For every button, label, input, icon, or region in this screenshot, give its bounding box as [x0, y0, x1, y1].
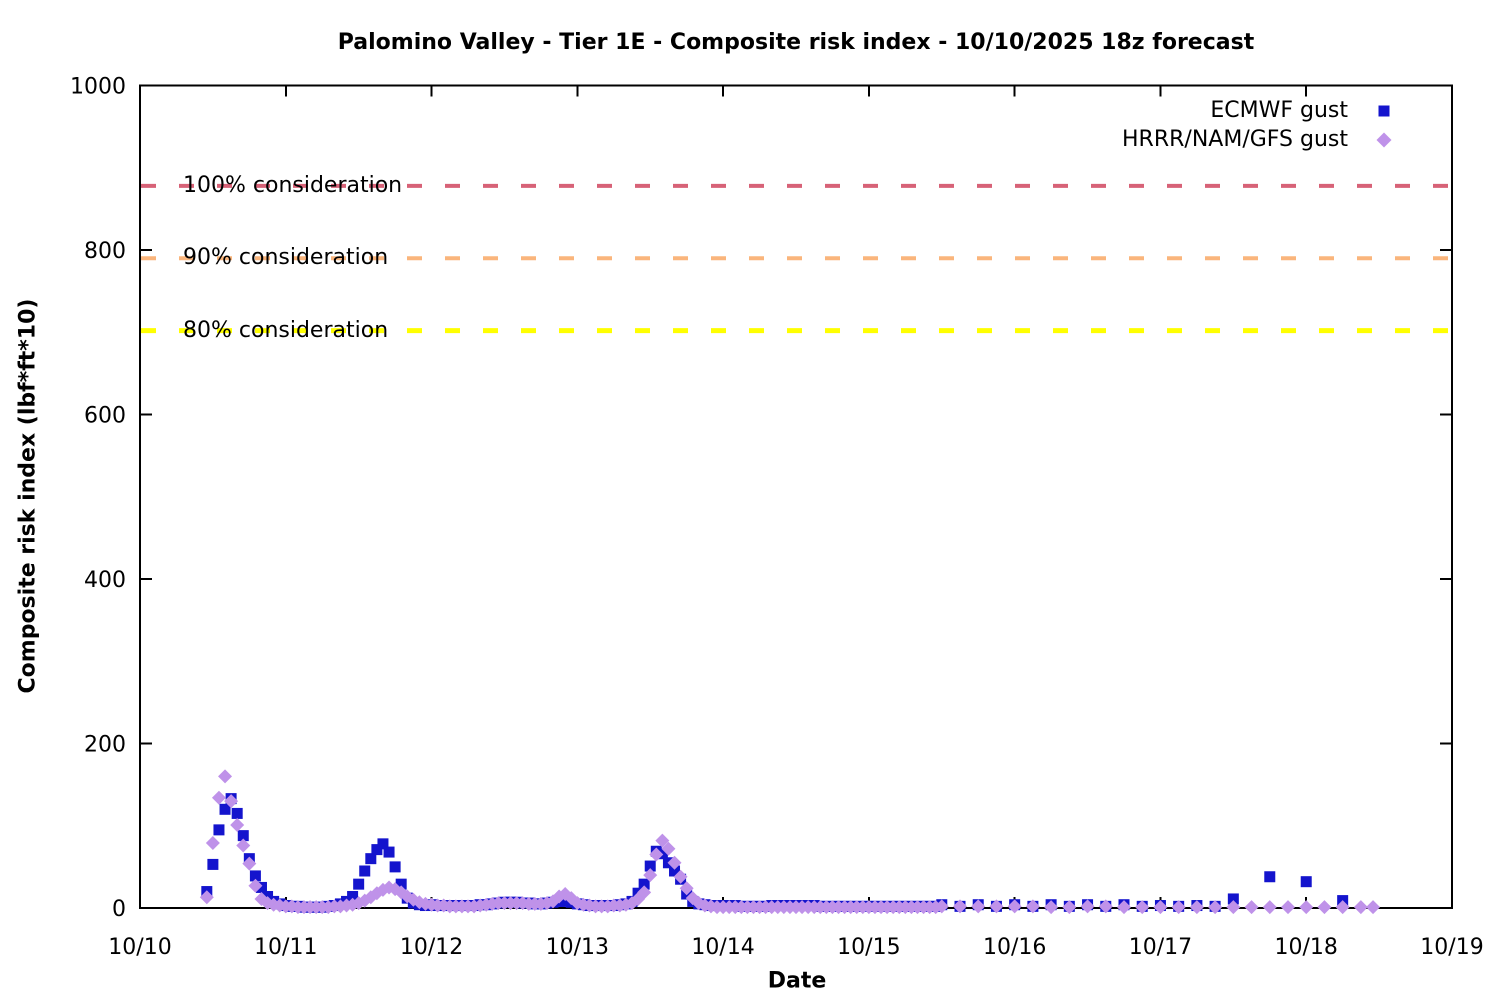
svg-text:600: 600: [84, 404, 126, 429]
hrrr-nam-gfs-marker-icon: [1348, 131, 1420, 149]
y-axis-label: Composite risk index (lbf*ft*10): [15, 298, 41, 694]
threshold-label: 80% consideration: [183, 317, 389, 343]
threshold-label: 100% consideration: [183, 172, 403, 198]
svg-text:10/14: 10/14: [691, 935, 754, 960]
svg-text:10/15: 10/15: [837, 935, 900, 960]
legend: ECMWF gust HRRR/NAM/GFS gust: [1122, 96, 1420, 154]
svg-text:200: 200: [84, 733, 126, 758]
svg-text:10/10: 10/10: [108, 935, 171, 960]
svg-text:800: 800: [84, 239, 126, 264]
legend-item-hrrr-nam-gfs: HRRR/NAM/GFS gust: [1122, 125, 1420, 154]
svg-text:10/18: 10/18: [1275, 935, 1338, 960]
svg-text:10/11: 10/11: [254, 935, 317, 960]
svg-text:0: 0: [112, 897, 126, 922]
threshold-label: 90% consideration: [183, 245, 389, 271]
legend-label-ecmwf: ECMWF gust: [1210, 98, 1348, 123]
svg-text:10/16: 10/16: [983, 935, 1046, 960]
svg-text:10/13: 10/13: [546, 935, 609, 960]
chart-title: Palomino Valley - Tier 1E - Composite ri…: [337, 30, 1255, 55]
legend-label-hrrr-nam-gfs: HRRR/NAM/GFS gust: [1122, 127, 1348, 152]
legend-item-ecmwf: ECMWF gust: [1122, 96, 1420, 125]
svg-text:10/12: 10/12: [400, 935, 463, 960]
svg-text:400: 400: [84, 568, 126, 593]
svg-text:10/17: 10/17: [1129, 935, 1192, 960]
svg-text:10/19: 10/19: [1420, 935, 1483, 960]
ecmwf-gust-marker-icon: [1348, 103, 1420, 119]
x-axis-label: Date: [767, 968, 827, 994]
svg-text:1000: 1000: [70, 75, 126, 100]
